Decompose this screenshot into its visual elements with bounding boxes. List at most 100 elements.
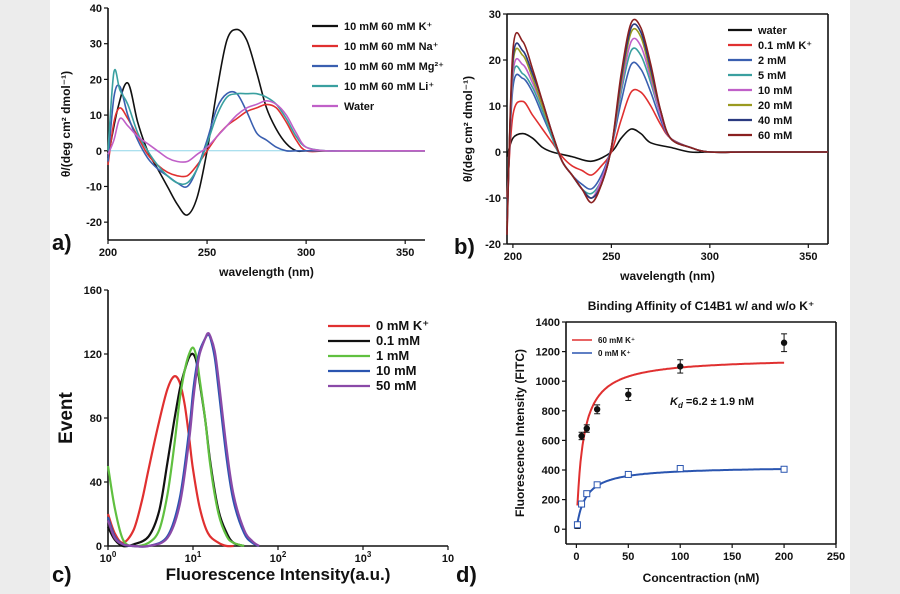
legend-entry: 10 mM [758, 85, 792, 97]
x-tick-label-base: 10 [355, 553, 367, 565]
data-point [780, 465, 788, 473]
data-point [676, 465, 684, 473]
y-tick-label: 1200 [536, 347, 560, 359]
x-tick-label-base: 10 [100, 553, 112, 565]
fit-curve-60-mm-k [576, 361, 785, 506]
kd-annotation-value: =6.2 ± 1.9 nM [683, 396, 754, 408]
legend-entry: water [757, 25, 787, 37]
x-axis-label: wavelength (nm) [619, 269, 715, 283]
legend-entry: 60 mM [758, 130, 792, 142]
x-tick-label: 200 [504, 251, 522, 263]
x-tick-label: 102 [270, 550, 287, 565]
y-tick-label: 1400 [536, 317, 560, 329]
x-axis-label: Fluorescence Intensity(a.u.) [166, 565, 391, 584]
y-tick-label: 800 [542, 406, 560, 418]
panel-b: -20 -10 0 10 20 30 200 250 300 350 wavelength (nm)… [461, 9, 829, 283]
y-axis-label: Fluorescence Intensity (FITC) [513, 349, 527, 517]
x-axis-label: wavelength (nm) [218, 265, 314, 279]
data-point [625, 391, 632, 398]
legend-entry: 10 mM 60 mM K⁺ [344, 21, 433, 33]
legend-entry: 10 mM 60 mM Mg²⁺ [344, 61, 444, 73]
figure: a) b) c) d) -20 -10 0 10 20 30 40 200 250 300 350 w… [50, 0, 850, 594]
y-tick-label: 0 [96, 541, 102, 553]
series-line-10-mm [106, 333, 260, 548]
y-tick-label: 30 [90, 39, 102, 51]
legend-entry: 0.1 mM K⁺ [758, 40, 812, 52]
y-axis-label: θ/(deg cm² dmol⁻¹) [59, 71, 73, 177]
panel-letter-b: b) [454, 234, 475, 259]
data-point [677, 363, 684, 370]
x-tick-label-base: 10 [270, 553, 282, 565]
x-tick-label-base: 10 [185, 553, 197, 565]
x-tick-label-exponent: 1 [197, 550, 202, 559]
legend-entry: 2 mM [758, 55, 786, 67]
y-axis-label: Event [56, 391, 77, 443]
y-tick-label: 600 [542, 435, 560, 447]
chart-title: Binding Affinity of C14B1 w/ and w/o K⁺ [588, 299, 815, 313]
x-tick-label: 150 [723, 551, 741, 563]
y-tick-label: 1000 [536, 376, 560, 388]
y-tick-label: -20 [485, 239, 501, 251]
panel-letter-d: d) [456, 562, 477, 587]
y-tick-label: 0 [495, 147, 501, 159]
legend-entry: 10 mM 60 mM Na⁺ [344, 41, 439, 53]
legend-entry: 40 mM [758, 115, 792, 127]
legend-entry: Water [344, 101, 375, 113]
x-tick-label: 100 [671, 551, 689, 563]
data-point [573, 521, 581, 529]
panel-a: -20 -10 0 10 20 30 40 200 250 300 350 wavelength (n… [59, 3, 444, 279]
x-tick-label: 300 [297, 247, 315, 259]
data-point [593, 406, 601, 413]
y-tick-label: 10 [90, 110, 102, 122]
series-line-10-mm-60-mm-mg [107, 84, 425, 188]
data-point [583, 490, 591, 498]
x-axis-label: Concentraction (nM) [643, 571, 760, 585]
series-line-water [107, 99, 425, 163]
legend-entry: 50 mM [376, 378, 416, 393]
x-tick-label-exponent: 2 [282, 550, 287, 559]
x-tick-label: 100 [100, 550, 117, 565]
panel-letter-c: c) [52, 562, 72, 587]
x-tick-label: 350 [799, 251, 817, 263]
data-point [578, 432, 585, 440]
x-tick-label: 200 [99, 247, 117, 259]
y-axis-label: θ/(deg cm² dmol⁻¹) [461, 76, 475, 182]
series-line-0-mm-k [106, 375, 234, 548]
x-tick-label: 250 [198, 247, 216, 259]
y-tick-label: 0 [554, 524, 560, 536]
legend-entry: 5 mM [758, 70, 786, 82]
x-tick-label: 200 [775, 551, 793, 563]
series-line-water [506, 128, 828, 163]
x-tick-label-exponent: 0 [112, 550, 117, 559]
y-tick-label: -10 [485, 193, 501, 205]
legend-entry: 1 mM [376, 348, 409, 363]
x-tick-label: 350 [396, 247, 414, 259]
data-point [593, 481, 601, 489]
y-tick-label: 80 [90, 413, 102, 425]
y-tick-label: 30 [489, 9, 501, 21]
y-tick-label: 0 [96, 146, 102, 158]
data-point [583, 425, 590, 432]
y-tick-label: 400 [542, 465, 560, 477]
x-tick-label: 250 [602, 251, 620, 263]
legend-entry: 20 mM [758, 100, 792, 112]
y-tick-label: 200 [542, 495, 560, 507]
fit-curve-0-mm-k [576, 468, 785, 524]
data-point [578, 500, 586, 508]
x-tick-label-base: 10 [442, 553, 454, 565]
y-tick-label: 10 [489, 101, 501, 113]
x-tick-label: 250 [827, 551, 845, 563]
y-tick-label: -20 [86, 217, 102, 229]
series-line-10-mm-60-mm-k [107, 28, 425, 216]
y-tick-label: 160 [84, 285, 102, 297]
legend-entry: 0 mM K⁺ [376, 318, 429, 333]
legend-entry: 0 mM K⁺ [598, 349, 631, 358]
y-tick-label: 40 [90, 3, 102, 15]
panel-d: 0 200 400 600 800 1000 1200 1400 0 50 100 150 200 250… [513, 299, 845, 585]
y-tick-label: 20 [489, 55, 501, 67]
series-line-50-mm [106, 332, 260, 548]
kd-annotation-symbol: K [670, 396, 679, 408]
series-line-60-mm [506, 18, 828, 235]
